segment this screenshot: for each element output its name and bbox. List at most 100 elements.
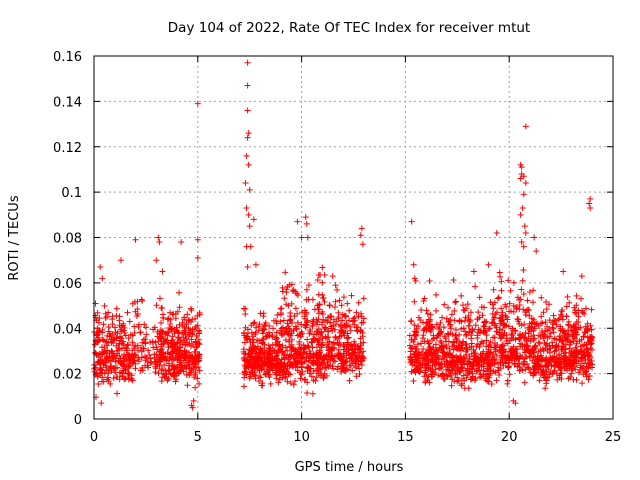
data-point	[125, 370, 132, 377]
data-point	[265, 354, 272, 361]
data-point	[343, 322, 350, 329]
data-point	[511, 327, 518, 334]
data-point	[549, 356, 556, 363]
data-point	[185, 325, 192, 332]
data-point	[568, 339, 575, 346]
data-point	[435, 347, 442, 354]
data-point	[444, 350, 451, 357]
data-point	[503, 338, 510, 345]
data-point	[570, 376, 577, 383]
data-point	[262, 319, 269, 326]
data-point	[335, 363, 342, 370]
data-point	[267, 344, 274, 351]
data-point	[360, 315, 367, 322]
data-point	[339, 317, 346, 324]
data-point	[437, 329, 444, 336]
data-point	[244, 263, 251, 270]
data-point	[550, 329, 557, 336]
data-point	[447, 325, 454, 332]
data-point	[514, 316, 521, 323]
data-point	[247, 373, 254, 380]
data-point	[271, 362, 278, 369]
data-point	[446, 345, 453, 352]
data-point	[288, 336, 295, 343]
data-point	[254, 343, 261, 350]
data-point	[512, 400, 519, 407]
data-point	[245, 364, 252, 371]
data-point	[113, 335, 120, 342]
data-point	[158, 378, 165, 385]
data-point	[481, 304, 488, 311]
data-point	[360, 319, 367, 326]
data-point	[470, 268, 477, 275]
data-point	[167, 320, 174, 327]
data-point	[460, 325, 467, 332]
data-point	[156, 330, 163, 337]
data-point	[140, 336, 147, 343]
data-point	[156, 352, 163, 359]
chart-title: Day 104 of 2022, Rate Of TEC Index for r…	[168, 20, 530, 36]
data-point	[112, 358, 119, 365]
data-point	[521, 349, 528, 356]
data-point	[421, 338, 428, 345]
data-point	[171, 326, 178, 333]
data-point	[181, 351, 188, 358]
data-point	[420, 332, 427, 339]
data-point	[458, 376, 465, 383]
data-point	[513, 303, 520, 310]
data-point	[302, 376, 309, 383]
data-point	[564, 293, 571, 300]
data-point	[192, 338, 199, 345]
data-point	[273, 375, 280, 382]
data-point	[318, 344, 325, 351]
data-point	[240, 348, 247, 355]
data-point	[256, 378, 263, 385]
data-point	[509, 357, 516, 364]
data-point	[432, 354, 439, 361]
data-point	[161, 354, 168, 361]
data-point	[283, 329, 290, 336]
data-point	[109, 321, 116, 328]
data-point	[157, 334, 164, 341]
data-point	[570, 360, 577, 367]
data-point	[450, 276, 457, 283]
data-point	[338, 302, 345, 309]
data-point	[485, 325, 492, 332]
data-point	[579, 365, 586, 372]
data-point	[129, 300, 136, 307]
data-point	[519, 367, 526, 374]
data-point	[431, 358, 438, 365]
data-point	[256, 321, 263, 328]
data-point	[246, 223, 253, 230]
data-point	[135, 323, 142, 330]
data-point	[579, 357, 586, 364]
data-point	[429, 368, 436, 375]
data-point	[499, 327, 506, 334]
data-point	[411, 321, 418, 328]
data-point	[505, 277, 512, 284]
data-point	[98, 400, 105, 407]
data-point	[532, 342, 539, 349]
data-point	[323, 351, 330, 358]
data-point	[108, 339, 115, 346]
data-point	[559, 328, 566, 335]
data-point	[148, 359, 155, 366]
data-point	[531, 234, 538, 241]
data-point	[541, 339, 548, 346]
data-point	[528, 324, 535, 331]
data-point	[325, 314, 332, 321]
data-point	[557, 311, 564, 318]
data-point	[157, 335, 164, 342]
data-point	[519, 205, 526, 212]
data-point	[477, 340, 484, 347]
data-point	[464, 371, 471, 378]
data-point	[444, 363, 451, 370]
data-point	[243, 356, 250, 363]
data-point	[100, 321, 107, 328]
data-point	[571, 363, 578, 370]
data-point	[561, 332, 568, 339]
data-point	[475, 326, 482, 333]
data-point	[498, 305, 505, 312]
data-point	[456, 346, 463, 353]
data-point	[563, 313, 570, 320]
